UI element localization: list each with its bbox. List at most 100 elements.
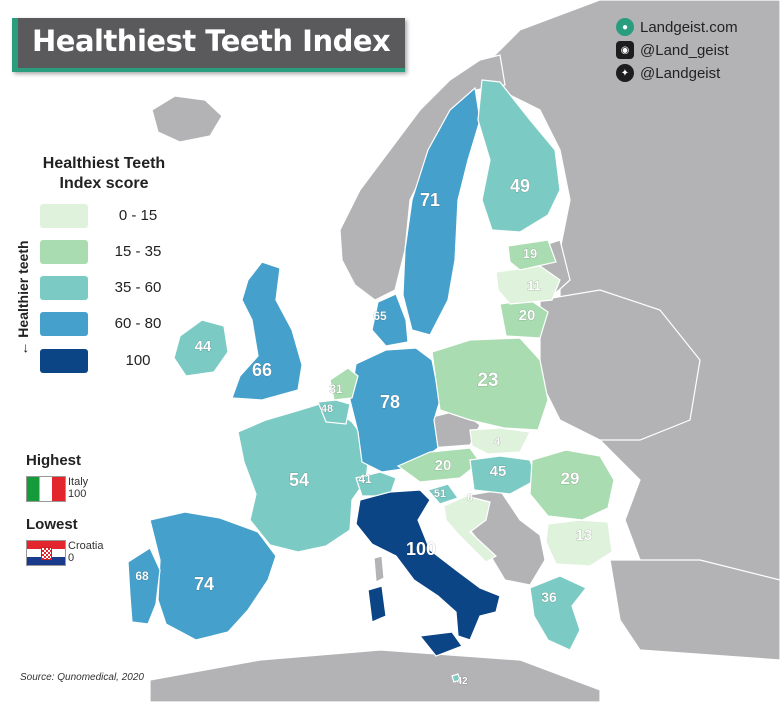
value-label-estonia: 19	[523, 246, 537, 261]
legend-bin-label: 0 - 15	[118, 207, 158, 224]
region-france	[237, 401, 371, 553]
legend-swatch	[40, 204, 88, 228]
value-label-latvia: 11	[527, 278, 541, 293]
legend-swatch	[40, 276, 88, 300]
highest-country-value: 100	[68, 488, 87, 500]
value-label-portugal: 68	[135, 569, 149, 583]
lowest-country-name: Croatia	[68, 540, 104, 552]
region-malta	[451, 673, 461, 683]
instagram-icon: ◉	[616, 41, 634, 59]
value-label-malta: 42	[456, 676, 468, 687]
highest-country: Italy 100	[68, 476, 88, 500]
region-poland	[431, 337, 549, 431]
social-twitter[interactable]: ✦ @Landgeist	[616, 64, 720, 82]
region-finland	[477, 79, 561, 233]
highest-heading: Highest	[26, 452, 82, 469]
region-bulgaria	[545, 519, 613, 567]
legend-axis-label: ← Healthier teeth	[15, 240, 31, 356]
iceland-land	[151, 95, 223, 143]
legend-bin: 15 - 35	[40, 240, 190, 266]
legend-axis: ← Healthier teeth	[10, 232, 36, 372]
region-denmark	[371, 293, 409, 347]
region-netherlands	[329, 367, 359, 401]
value-label-ireland: 44	[195, 338, 212, 355]
value-label-germany: 78	[380, 392, 400, 412]
legend-bin-label: 15 - 35	[114, 243, 162, 260]
region-greece	[529, 575, 587, 651]
value-label-denmark: 65	[373, 309, 387, 323]
legend-title: Healthiest Teeth Index score	[24, 154, 184, 194]
region-ireland	[173, 319, 229, 377]
value-label-united-kingdom: 66	[252, 360, 272, 380]
region-croatia	[443, 495, 497, 563]
value-label-slovenia: 51	[434, 488, 446, 500]
region-portugal	[127, 547, 161, 625]
legend-swatch	[40, 312, 88, 336]
value-label-poland: 23	[477, 370, 498, 391]
region-sweden	[402, 86, 481, 336]
value-label-lithuania: 20	[519, 307, 536, 324]
region-sicily	[418, 631, 463, 657]
region-belgium	[317, 399, 351, 425]
website-label: Landgeist.com	[640, 18, 738, 36]
region-slovakia	[469, 427, 531, 455]
value-label-italy: 100	[406, 539, 436, 559]
value-label-spain: 74	[194, 574, 214, 594]
region-slovenia	[426, 483, 459, 505]
croatia-flag-icon	[26, 540, 66, 566]
region-estonia	[507, 239, 557, 271]
page-title: Healthiest Teeth Index	[32, 24, 391, 58]
region-germany	[349, 347, 441, 473]
region-italy	[355, 489, 501, 641]
legend-swatch	[40, 349, 88, 373]
legend-title-line1: Healthiest Teeth	[42, 155, 166, 172]
region-switzerland	[355, 471, 397, 497]
title-accent	[12, 18, 18, 72]
region-sardinia	[367, 585, 387, 623]
value-label-austria: 20	[435, 457, 452, 474]
source-note: Source: Qunomedical, 2020	[20, 672, 144, 683]
legend-bin-label: 60 - 80	[114, 315, 162, 332]
italy-flag-icon	[26, 476, 66, 502]
value-label-netherlands: 31	[329, 382, 343, 396]
value-labels: 100 78 68 74 71 66 65 54 51 49 48 45 44 42 41 36 31 29 23 2…	[135, 176, 593, 688]
social-website[interactable]: ● Landgeist.com	[616, 18, 738, 36]
instagram-label: @Land_geist	[640, 41, 729, 59]
region-spain	[149, 511, 277, 641]
highest-country-name: Italy	[68, 476, 89, 488]
data-regions	[127, 79, 615, 683]
lowest-country: Croatia 0	[68, 540, 103, 564]
lowest-heading: Lowest	[26, 516, 78, 533]
twitter-label: @Landgeist	[640, 64, 721, 82]
legend-bin: 100	[40, 349, 190, 375]
legend-swatch	[40, 240, 88, 264]
lowest-country-value: 0	[68, 552, 75, 564]
value-label-sweden: 71	[420, 190, 440, 210]
legend-bin-label: 100	[125, 352, 151, 369]
title-banner: Healthiest Teeth Index	[12, 18, 405, 72]
legend-bin: 0 - 15	[40, 204, 190, 230]
globe-icon: ●	[616, 18, 634, 36]
legend-bin: 35 - 60	[40, 276, 190, 302]
legend-bin: 60 - 80	[40, 312, 190, 338]
region-uk	[231, 261, 303, 401]
value-label-finland: 49	[510, 176, 530, 196]
value-label-romania: 29	[561, 469, 580, 488]
value-label-belgium: 48	[321, 403, 333, 415]
value-label-slovakia: 4	[494, 436, 501, 448]
non-data-land	[149, 0, 780, 702]
value-label-france: 54	[289, 470, 309, 490]
legend-title-line2: Index score	[59, 175, 149, 192]
value-label-bulgaria: 13	[576, 527, 593, 544]
value-label-switzerland: 41	[358, 472, 372, 486]
legend-bin-label: 35 - 60	[114, 279, 162, 296]
turkey-land	[609, 559, 780, 661]
region-romania	[529, 449, 615, 521]
corsica-island	[373, 555, 385, 583]
value-label-croatia: 0	[467, 492, 473, 504]
social-instagram[interactable]: ◉ @Land_geist	[616, 41, 729, 59]
value-label-hungary: 45	[490, 463, 507, 480]
north-africa-land	[149, 649, 601, 702]
